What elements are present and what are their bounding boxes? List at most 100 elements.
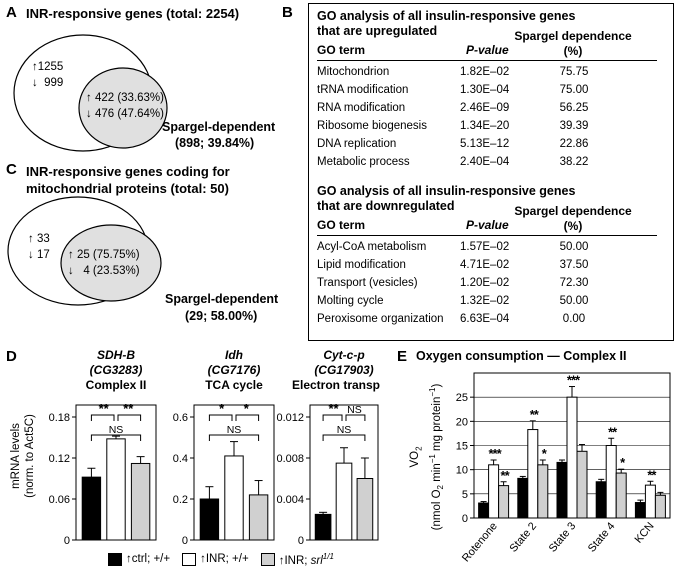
- significance-label: *: [620, 455, 626, 470]
- y-tick-label: 20: [456, 416, 468, 428]
- go-up-dependence: 75.75: [559, 66, 589, 78]
- significance-bracket: [208, 414, 233, 421]
- go-down-term: Lipid modification: [317, 259, 406, 271]
- y-tick-label: 0.4: [173, 453, 188, 465]
- panel-c-up-count: ↑ 33: [28, 233, 50, 245]
- go-up-col-term: GO term: [317, 43, 366, 57]
- go-down-title-2: that are downregulated: [317, 199, 455, 213]
- panel-e-letter: E: [397, 348, 408, 365]
- bar: [556, 461, 568, 519]
- panel-b-box: [308, 3, 674, 341]
- significance-bracket: [235, 414, 260, 421]
- y-tick-label: 0.2: [173, 494, 188, 506]
- significance-bracket: [117, 414, 142, 421]
- panel-d-ylabel-line1: mRNA levels: [10, 423, 22, 489]
- bar: [314, 513, 332, 541]
- inner-circle: [78, 67, 168, 149]
- legend-label-inr: ↑INR; +/+: [200, 553, 249, 566]
- significance-label: **: [328, 401, 339, 416]
- significance-bracket: [322, 434, 366, 441]
- go-down-col-dep-1: Spargel dependence: [514, 204, 632, 218]
- go-down-col-p: P-value: [466, 218, 509, 232]
- inner-circle: [60, 224, 162, 302]
- bar: [576, 450, 588, 519]
- go-up-term: tRNA modification: [317, 84, 409, 96]
- go-up-pvalue: 2.46E–09: [460, 102, 510, 114]
- go-down-row: Lipid modification 4.71E–02 37.50: [317, 256, 657, 274]
- panel-d-chart-1: SDH-B(CG3283)Complex II 0 0.06 0.12 0.18 ** **…: [49, 348, 157, 547]
- panel-c-title-2: mitochondrial proteins (total: 50): [26, 181, 229, 196]
- panel-d-letter: D: [6, 348, 17, 365]
- go-down-table: Acyl-CoA metabolism 1.57E–02 50.00 Lipid mo…: [317, 238, 657, 328]
- go-up-title-2: that are upregulated: [317, 24, 438, 38]
- bar: [248, 494, 269, 541]
- panel-d-ylabel-line2: (norm. to Act5C): [24, 414, 36, 498]
- x-category-label: State 4: [586, 520, 618, 554]
- panel-c-inner-up: ↑ 25 (75.75%): [68, 249, 140, 261]
- legend-swatch-inr: [182, 552, 197, 566]
- go-up-header-rule: [317, 60, 657, 61]
- y-tick-label: 0: [64, 535, 70, 547]
- significance-label: **: [608, 424, 618, 439]
- panel-a-up-count: ↑1255: [32, 61, 64, 73]
- y-tick-label: 0.004: [276, 494, 304, 506]
- significance-label: NS: [109, 424, 124, 436]
- panel-a-label-2: (898; 39.84%): [175, 136, 255, 150]
- panel-c-label-1: Spargel-dependent: [165, 292, 279, 306]
- significance-label: **: [647, 467, 657, 482]
- significance-label: **: [501, 468, 511, 483]
- bar: [81, 476, 102, 541]
- go-down-col-term: GO term: [317, 218, 366, 232]
- go-down-dependence: 72.30: [559, 277, 589, 289]
- go-up-dependence: 39.39: [559, 120, 589, 132]
- go-down-title: GO analysis of all insulin-responsive ge…: [317, 184, 575, 214]
- bar: [644, 484, 656, 519]
- bar: [130, 462, 151, 541]
- bar: [537, 464, 549, 519]
- go-down-term: Molting cycle: [317, 295, 384, 307]
- y-tick-label: 0.012: [276, 412, 304, 424]
- go-up-col-dep-2: (%): [563, 44, 583, 58]
- go-down-term: Acyl-CoA metabolism: [317, 241, 427, 253]
- bar: [478, 502, 490, 519]
- legend-swatch-ctrl: [108, 552, 122, 566]
- bar: [615, 472, 627, 519]
- go-down-pvalue: 4.71E–02: [460, 259, 510, 271]
- panel-a-title: INR-responsive genes (total: 2254): [26, 6, 240, 21]
- go-up-dependence: 75.00: [559, 84, 589, 96]
- x-category-label: State 3: [547, 520, 579, 554]
- go-up-row: Ribosome biogenesis 1.34E–20 39.39: [317, 117, 657, 135]
- go-up-term: Metabolic process: [317, 156, 410, 168]
- go-down-dependence: 0.00: [562, 313, 586, 325]
- panel-c-letter: C: [6, 161, 17, 178]
- panel-a-label-1: Spargel-dependent: [162, 120, 276, 134]
- go-down-col-dep: Spargel dependence (%): [512, 204, 634, 234]
- significance-label: ***: [567, 373, 581, 388]
- panel-d-legend: ↑ctrl; +/+ ↑INR; +/+ ↑INR; srl1/1: [108, 552, 334, 567]
- panel-c-venn: [7, 196, 162, 306]
- panel-a-inner-up: ↑ 422 (33.63%): [86, 92, 164, 104]
- go-down-pvalue: 1.57E–02: [460, 241, 510, 253]
- bar: [605, 445, 617, 519]
- y-tick-label: 0.18: [49, 412, 70, 424]
- chart-title: Complex II: [86, 378, 147, 392]
- go-down-term: Peroxisome organization: [317, 313, 444, 325]
- y-tick-label: 5: [462, 489, 468, 501]
- significance-bracket: [345, 414, 366, 421]
- go-up-row: DNA replication 5.13E–12 22.86: [317, 135, 657, 153]
- panel-d-chart-2: Idh(CG7176)TCA cycle 0 0.2 0.4 0.6 * *NS: [173, 348, 275, 547]
- x-category-label: State 2: [507, 520, 539, 554]
- go-up-dependence: 56.25: [559, 102, 589, 114]
- significance-bracket: [90, 434, 142, 441]
- panel-c-title-1: INR-responsive genes coding for: [26, 164, 230, 179]
- panel-d-chart-3: Cyt-c-p(CG17903)Electron transport 0 0.004…: [276, 348, 380, 547]
- panel-c-down-count: ↓ 17: [28, 249, 50, 261]
- legend-swatch-inr-srl: [260, 552, 275, 566]
- y-tick-label: 0: [462, 513, 468, 525]
- go-up-term: Mitochondrion: [317, 66, 390, 78]
- go-down-pvalue: 1.20E–02: [460, 277, 510, 289]
- significance-bracket: [322, 414, 343, 421]
- go-up-col-dep: Spargel dependence (%): [512, 29, 634, 59]
